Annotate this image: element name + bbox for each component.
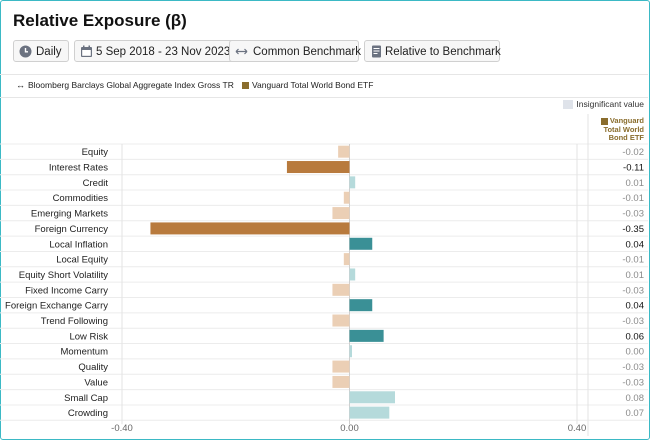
value-label: -0.03 [622,316,644,327]
category-label: Emerging Markets [31,209,108,220]
bar [349,329,384,342]
value-label: -0.11 [623,163,644,174]
legend-item-fund[interactable]: Vanguard Total World Bond ETF [242,80,373,90]
arrows-icon: ↔ [16,80,25,90]
bar [349,299,373,312]
value-label: 0.06 [626,331,645,342]
category-label: Local Inflation [49,239,108,250]
category-label: Credit [83,178,109,189]
legend-benchmark-label: Bloomberg Barclays Global Aggregate Inde… [28,80,234,90]
bar [343,253,350,266]
category-label: Value [84,377,108,388]
category-label: Equity Short Volatility [19,270,108,281]
category-label: Interest Rates [49,163,108,174]
value-label: -0.03 [622,209,644,220]
date-range-label: 5 Sep 2018 - 23 Nov 2023 [96,46,231,58]
category-label: Momentum [60,347,108,358]
value-label: 0.08 [626,393,645,404]
value-label: 0.01 [626,178,645,189]
category-label: Equity [82,147,109,158]
bar [150,222,350,235]
category-label: Foreign Exchange Carry [5,301,108,312]
bar [349,406,390,419]
bar [338,145,350,158]
value-label: 0.04 [626,301,645,312]
bar [332,375,350,388]
category-label: Small Cap [64,393,108,404]
page-title: Relative Exposure (β) [13,11,187,30]
value-label: -0.03 [622,285,644,296]
category-label: Crowding [68,408,108,419]
category-label: Local Equity [56,255,108,266]
legend-item-benchmark[interactable]: ↔ Bloomberg Barclays Global Aggregate Ind… [16,80,234,90]
value-label: 0.04 [626,239,645,250]
category-label: Foreign Currency [35,224,109,235]
value-label: -0.01 [622,193,644,204]
frequency-button[interactable]: Daily [13,40,69,62]
value-label: -0.01 [622,255,644,266]
calendar-icon [81,45,92,57]
x-tick-label: 0.00 [340,423,359,434]
legend-bar: ↔ Bloomberg Barclays Global Aggregate Ind… [0,74,648,98]
insignificant-legend: Insignificant value [563,99,644,110]
category-label: Quality [78,362,108,373]
value-label: 0.00 [626,347,645,358]
bar [332,360,350,373]
mode-button[interactable]: Relative to Benchmark [364,40,501,62]
bar [349,268,356,281]
benchmark-button[interactable]: Common Benchmark [229,40,362,62]
value-label: 0.01 [626,270,645,281]
arrows-icon [235,48,248,55]
bar [332,283,350,296]
value-label: -0.03 [622,377,644,388]
bar [286,161,350,174]
category-label: Low Risk [69,331,108,342]
x-tick-label: 0.40 [568,423,587,434]
insignificant-label: Insignificant value [576,99,644,109]
clock-icon [19,45,32,58]
fund-swatch [600,117,608,125]
bar [343,191,350,204]
bar [349,237,373,250]
mode-label: Relative to Benchmark [385,46,501,58]
category-label: Trend Following [41,316,108,327]
value-label: 0.07 [626,408,645,419]
value-label: -0.35 [622,224,644,235]
bar [349,176,356,189]
bar [349,391,395,404]
bar [349,345,352,358]
value-label: -0.03 [622,362,644,373]
category-label: Commodities [53,193,109,204]
column-header-label: Vanguard Total World Bond ETF [603,116,644,142]
fund-swatch [242,82,249,90]
bar [332,207,350,220]
x-tick-label: -0.40 [111,423,133,434]
frequency-label: Daily [36,46,62,58]
legend-fund-label: Vanguard Total World Bond ETF [252,80,374,90]
document-icon [372,45,381,58]
benchmark-label: Common Benchmark [253,46,362,58]
insignificant-swatch [563,100,574,110]
value-label: -0.02 [622,147,644,158]
category-label: Fixed Income Carry [25,285,108,296]
bar [332,314,350,327]
column-header: Vanguard Total World Bond ETF [596,116,644,143]
